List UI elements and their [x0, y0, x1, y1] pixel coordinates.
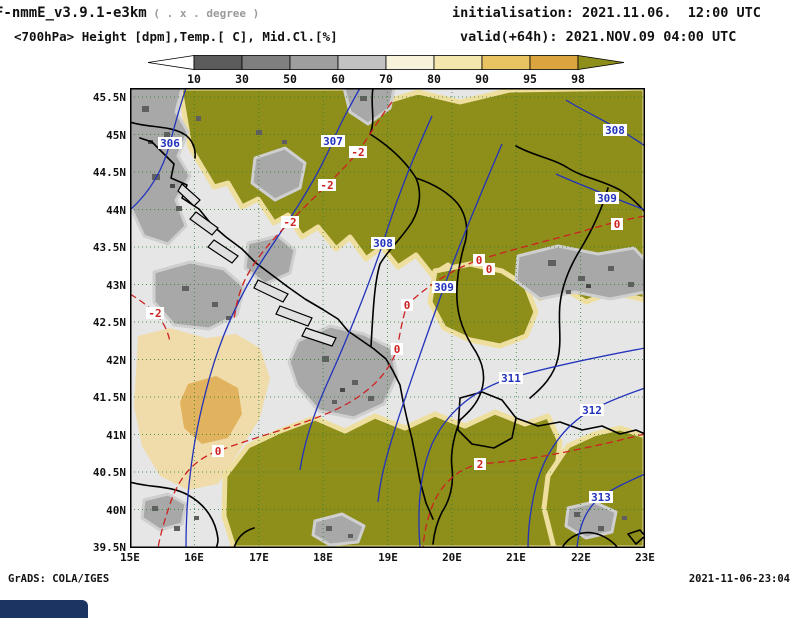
- x-axis-label: 17E: [249, 551, 269, 564]
- height-label: 308: [605, 124, 625, 137]
- x-axis-label: 22E: [571, 551, 591, 564]
- temp-label: 0: [476, 254, 483, 267]
- x-axis-label: 20E: [442, 551, 462, 564]
- height-label: 313: [591, 491, 611, 504]
- legend-tick: 70: [379, 72, 393, 86]
- legend-segment: [337, 55, 387, 70]
- map-panel: 306 307 308 309 308 309 311 312 313 -2 -…: [130, 88, 645, 548]
- coastline-borders: [130, 88, 645, 548]
- y-axis-label: 45N: [106, 129, 126, 142]
- legend-segment: [289, 55, 339, 70]
- temp-label: 2: [477, 458, 484, 471]
- temp-label: -2: [283, 216, 296, 229]
- y-axis-label: 42.5N: [92, 316, 126, 329]
- field-title: <700hPa> Height [dpm],Temp.[ C], Mid.Cl.…: [14, 29, 338, 44]
- y-axis-label: 44.5N: [92, 166, 126, 179]
- window-fragment: [0, 600, 88, 618]
- y-axis-label: 43.5N: [92, 241, 126, 254]
- legend-tick: 60: [331, 72, 345, 86]
- islands: [177, 183, 337, 347]
- x-axis-label: 23E: [635, 551, 655, 564]
- height-label: 307: [323, 135, 343, 148]
- legend-bar: [147, 55, 625, 70]
- temp-label: 0: [614, 218, 621, 231]
- height-label: 312: [582, 404, 602, 417]
- x-axis-label: 18E: [313, 551, 333, 564]
- weather-map: 306 307 308 309 308 309 311 312 313 -2 -…: [130, 88, 645, 548]
- y-axis-label: 40N: [106, 504, 126, 517]
- height-label: 308: [373, 237, 393, 250]
- y-axis-label: 43N: [106, 279, 126, 292]
- legend-segment: [529, 55, 579, 70]
- contour-labels: 306 307 308 309 308 309 311 312 313 -2 -…: [146, 124, 627, 504]
- legend-tick-labels: 10 30 50 60 70 80 90 95 98: [187, 72, 585, 86]
- map-frame: [130, 88, 645, 548]
- temp-label: -2: [148, 307, 161, 320]
- x-axis-label: 19E: [378, 551, 398, 564]
- legend-tick: 95: [523, 72, 537, 86]
- height-label: 309: [434, 281, 454, 294]
- legend-tick: 80: [427, 72, 441, 86]
- x-axis-label: 15E: [120, 551, 140, 564]
- x-axis: 15E 16E 17E 18E 19E 20E 21E 22E 23E: [120, 551, 655, 567]
- legend-segment: [481, 55, 531, 70]
- legend-tick: 50: [283, 72, 297, 86]
- temp-label: 0: [486, 263, 493, 276]
- grid-lines: [130, 88, 645, 548]
- height-label: 311: [501, 372, 521, 385]
- legend-tick: 30: [235, 72, 249, 86]
- model-version-text: F-nmmE_v3.9.1-e3km: [0, 5, 147, 21]
- legend-arrow-left: [147, 55, 195, 70]
- x-axis-label: 16E: [184, 551, 204, 564]
- legend-tick: 10: [187, 72, 201, 86]
- legend-segment: [385, 55, 435, 70]
- y-axis: 45.5N 45N 44.5N 44N 43.5N 43N 42.5N 42N …: [84, 88, 126, 554]
- temp-label: -2: [351, 146, 364, 159]
- x-axis-label: 21E: [506, 551, 526, 564]
- model-resolution-text: ( . x . degree ): [146, 7, 260, 20]
- y-axis-label: 41N: [106, 429, 126, 442]
- initialisation-time: initialisation: 2021.11.06. 12:00 UTC: [452, 5, 761, 21]
- temp-label: 0: [394, 343, 401, 356]
- valid-time: valid(+64h): 2021.NOV.09 04:00 UTC: [460, 29, 737, 45]
- y-axis-label: 40.5N: [92, 466, 126, 479]
- model-title: F-nmmE_v3.9.1-e3km ( . x . degree ): [0, 5, 259, 21]
- temp-label: -2: [320, 179, 333, 192]
- y-axis-label: 41.5N: [92, 391, 126, 404]
- legend-tick: 98: [571, 72, 585, 86]
- legend-segment: [241, 55, 291, 70]
- cloud-fill-mid: [130, 88, 645, 547]
- color-scale-legend: 10 30 50 60 70 80 90 95 98: [147, 55, 625, 86]
- temp-label: 0: [215, 445, 222, 458]
- legend-segment: [433, 55, 483, 70]
- y-axis-label: 39.5N: [92, 541, 126, 554]
- temp-label: 0: [404, 299, 411, 312]
- legend-segment: [193, 55, 243, 70]
- y-axis-label: 42N: [106, 354, 126, 367]
- y-axis-label: 45.5N: [92, 91, 126, 104]
- plot-creation-timestamp: 2021-11-06-23:04: [688, 573, 790, 585]
- legend-tick: 90: [475, 72, 489, 86]
- height-label: 306: [160, 137, 180, 150]
- legend-arrow-right: [577, 55, 625, 70]
- grads-credit: GrADS: COLA/IGES: [8, 573, 110, 585]
- height-label: 309: [597, 192, 617, 205]
- y-axis-label: 44N: [106, 204, 126, 217]
